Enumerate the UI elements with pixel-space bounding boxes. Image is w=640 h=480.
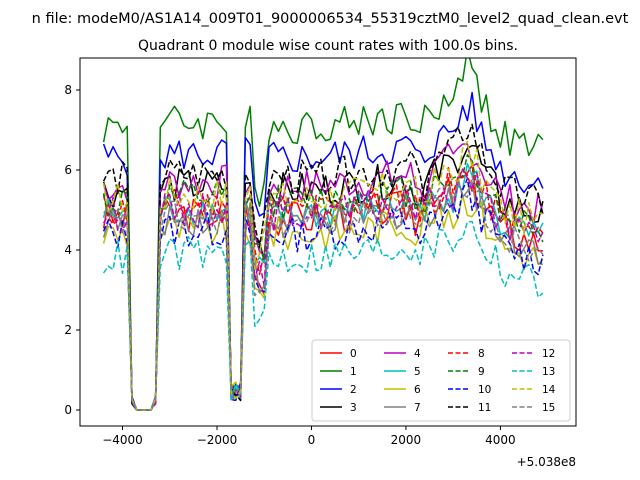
series-line-12 [102, 168, 544, 411]
x-tick-label: −2000 [197, 433, 238, 447]
series-line-7 [102, 176, 543, 411]
x-tick-label: 0 [308, 433, 316, 447]
legend-label-14: 14 [542, 384, 556, 396]
x-tick-label: 2000 [391, 433, 422, 447]
series-line-6 [102, 194, 544, 411]
legend-label-6: 6 [414, 384, 421, 396]
legend-label-5: 5 [414, 366, 421, 378]
y-tick-label: 2 [64, 323, 72, 337]
y-tick-label: 4 [64, 243, 72, 257]
legend-label-15: 15 [542, 402, 555, 414]
y-tick-label: 8 [64, 83, 72, 97]
legend-label-12: 12 [542, 348, 555, 360]
series-line-13 [102, 220, 544, 411]
x-offset-text: +5.038e8 [517, 455, 576, 469]
series-line-9 [102, 154, 544, 411]
series-line-11 [102, 123, 544, 411]
legend-label-11: 11 [478, 402, 491, 414]
legend-label-7: 7 [414, 402, 421, 414]
legend-label-2: 2 [350, 384, 357, 396]
y-tick-label: 6 [64, 163, 72, 177]
legend-label-3: 3 [350, 402, 357, 414]
x-tick-label: −4000 [102, 433, 143, 447]
legend-label-8: 8 [478, 348, 485, 360]
chart-title: Quadrant 0 module wise count rates with … [138, 38, 518, 54]
series-lines [102, 58, 544, 411]
series-line-14 [102, 140, 544, 411]
series-line-5 [102, 163, 544, 411]
series-line-15 [103, 175, 544, 411]
figure-suptitle: n file: modeM0/AS1A14_009T01_9000006534_… [32, 11, 629, 27]
legend-label-10: 10 [478, 384, 491, 396]
y-tick-label: 0 [64, 403, 72, 417]
legend-label-4: 4 [414, 348, 421, 360]
series-line-2 [102, 91, 544, 411]
legend-label-9: 9 [478, 366, 485, 378]
legend-label-0: 0 [350, 348, 357, 360]
axes-frame [79, 57, 577, 427]
legend-box [311, 339, 571, 422]
legend-label-13: 13 [542, 366, 555, 378]
axis-ticks: −4000 −2000 0 2000 4000 0 2 4 6 8 [64, 83, 515, 447]
legend-label-1: 1 [350, 366, 357, 378]
x-tick-label: 4000 [485, 433, 516, 447]
